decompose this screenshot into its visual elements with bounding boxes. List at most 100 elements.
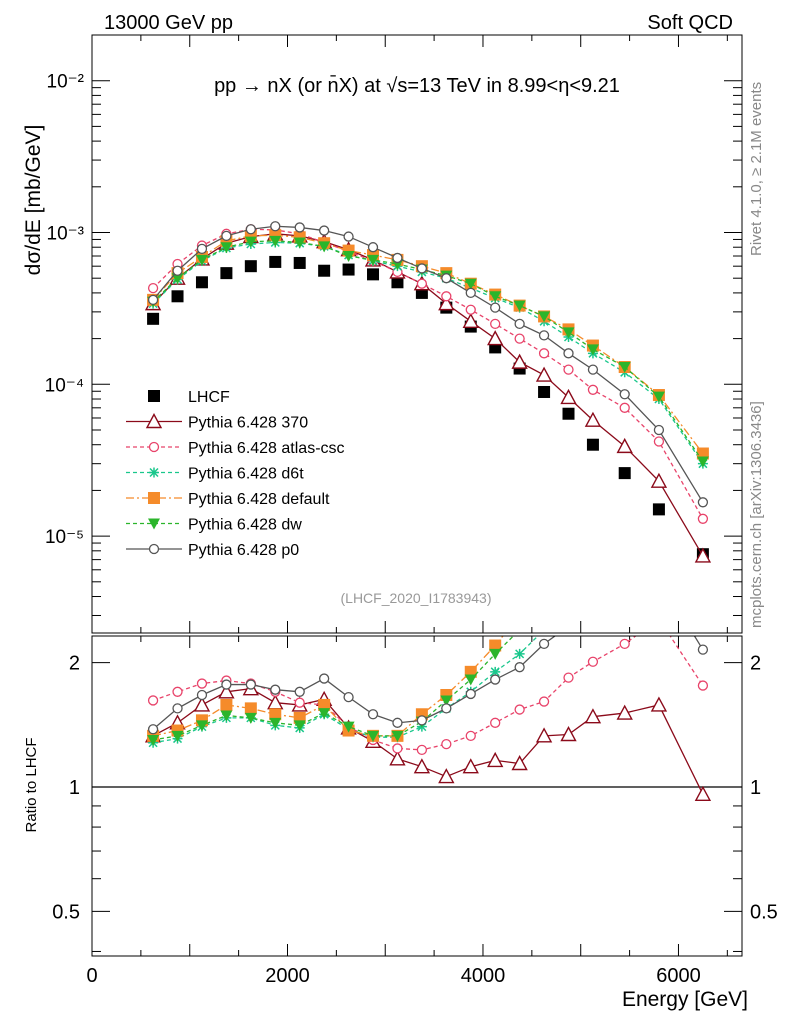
ratio-point-pythia-6-428-dw (440, 695, 453, 707)
point-pythia-6-428-p0 (441, 273, 452, 284)
series-line-pythia-6-428-d6t (152, 241, 704, 465)
ratio-tick-label-right: 2 (750, 653, 761, 675)
x-axis-label: Energy [GeV] (622, 988, 748, 1011)
y-axis-label: dσ/dE [mb/GeV] (22, 125, 45, 276)
ratio-point-pythia-6-428-dw (489, 648, 502, 660)
point-pythia-6-428-p0 (172, 265, 183, 276)
legend-marker-lhcf (148, 390, 160, 402)
ratio-point-pythia-6-428-dw (619, 552, 631, 563)
point-pythia-6-428-dw (244, 236, 257, 248)
ratio-point-pythia-6-428-default (538, 578, 550, 590)
ratio-point-pythia-6-428-370 (650, 696, 668, 712)
header-left: 13000 GeV pp (104, 12, 233, 34)
point-pythia-6-428-p0 (653, 424, 665, 436)
ratio-point-pythia-6-428-atlas-csc (441, 738, 452, 750)
ratio-point-pythia-6-428-p0 (318, 673, 330, 684)
ratio-tick-label-right: 0.5 (750, 901, 778, 923)
point-pythia-6-428-dw (513, 300, 526, 312)
legend-marker-pythia-6-428-p0 (148, 543, 160, 555)
point-pythia-6-428-p0 (221, 230, 232, 242)
legend-label: Pythia 6.428 default (188, 491, 330, 508)
ratio-point-pythia-6-428-atlas-csc (514, 704, 525, 715)
point-lhcf (652, 503, 665, 516)
ratio-point-pythia-6-428-p0 (490, 674, 501, 685)
ratio-point-pythia-6-428-370 (694, 785, 712, 802)
ratio-line-pythia-6-428-370 (152, 687, 704, 795)
point-lhcf (367, 268, 380, 281)
point-pythia-6-428-370 (616, 437, 633, 454)
point-pythia-6-428-atlas-csc (514, 333, 525, 344)
ratio-point-pythia-6-428-d6t (564, 611, 574, 621)
point-pythia-6-428-370 (560, 388, 577, 405)
chart-title: pp → nX (or n̄X) at √s=13 TeV in 8.99<η<… (214, 74, 620, 97)
point-pythia-6-428-p0 (392, 252, 403, 264)
point-pythia-6-428-p0 (245, 224, 256, 235)
ratio-point-pythia-6-428-dw (587, 568, 599, 579)
ratio-point-pythia-6-428-p0 (697, 644, 709, 655)
ratio-point-pythia-6-428-d6t (514, 648, 525, 659)
point-lhcf (220, 267, 233, 280)
ratio-point-pythia-6-428-p0 (196, 689, 208, 701)
ratio-point-pythia-6-428-dw (367, 730, 380, 742)
legend-label: Pythia 6.428 370 (188, 415, 308, 432)
point-pythia-6-428-p0 (416, 263, 428, 274)
ratio-point-pythia-6-428-p0 (514, 662, 525, 673)
ratio-point-pythia-6-428-370 (389, 750, 406, 766)
point-pythia-6-428-dw (171, 273, 184, 285)
main-plot-frame (91, 34, 743, 634)
ratio-point-pythia-6-428-p0 (392, 717, 403, 728)
point-pythia-6-428-dw (489, 291, 502, 303)
ratio-point-pythia-6-428-p0 (367, 709, 379, 720)
point-pythia-6-428-p0 (270, 221, 281, 232)
legend-label: Pythia 6.428 d6t (188, 466, 304, 483)
point-pythia-6-428-dw (220, 242, 233, 254)
point-lhcf (391, 276, 404, 289)
point-lhcf (538, 385, 551, 398)
point-pythia-6-428-atlas-csc (147, 282, 159, 294)
ratio-point-pythia-6-428-default (269, 708, 282, 721)
point-pythia-6-428-atlas-csc (416, 278, 428, 289)
ratio-point-pythia-6-428-atlas-csc (587, 656, 599, 667)
mcplots-note: mcplots.cern.ch [arXiv:1306.3436] (748, 401, 765, 628)
ratio-point-pythia-6-428-default (489, 639, 502, 652)
point-pythia-6-428-370 (462, 312, 479, 329)
ratio-point-pythia-6-428-atlas-csc (147, 695, 159, 706)
point-pythia-6-428-dw (318, 241, 331, 253)
ratio-point-pythia-6-428-atlas-csc (172, 686, 183, 697)
analysis-watermark: (LHCF_2020_I1783943) (341, 590, 492, 606)
ratio-tick-label-left: 1 (69, 777, 80, 799)
point-pythia-6-428-dw (538, 311, 551, 323)
ratio-point-pythia-6-428-d6t (490, 666, 501, 677)
point-pythia-6-428-370 (535, 366, 553, 382)
point-lhcf (147, 312, 160, 325)
ratio-point-pythia-6-428-p0 (172, 703, 183, 714)
point-pythia-6-428-atlas-csc (587, 384, 599, 395)
rivet-note: Rivet 4.1.0, ≥ 2.1M events (748, 82, 765, 256)
ratio-point-pythia-6-428-atlas-csc (619, 638, 630, 650)
ratio-point-pythia-6-428-atlas-csc (392, 743, 403, 754)
point-lhcf (586, 438, 599, 451)
ratio-point-pythia-6-428-dw (342, 721, 355, 733)
ratio-point-pythia-6-428-dw (171, 730, 184, 742)
ratio-point-pythia-6-428-atlas-csc (490, 717, 501, 728)
ratio-point-pythia-6-428-d6t (654, 568, 664, 578)
y-tick-label: 10⁻³ (47, 224, 85, 245)
ratio-point-pythia-6-428-dw (653, 529, 665, 540)
legend-marker-pythia-6-428-dw (148, 518, 160, 530)
ratio-line-pythia-6-428-p0 (152, 636, 704, 730)
point-pythia-6-428-dw (618, 362, 631, 374)
point-lhcf (171, 290, 184, 303)
point-pythia-6-428-p0 (697, 497, 709, 508)
point-pythia-6-428-dw (696, 456, 709, 468)
ratio-point-pythia-6-428-atlas-csc (416, 744, 428, 756)
ratio-point-pythia-6-428-d6t (620, 585, 630, 595)
ratio-point-pythia-6-428-dw (195, 720, 208, 732)
point-lhcf (618, 467, 631, 480)
point-pythia-6-428-dw (367, 254, 380, 266)
ratio-point-pythia-6-428-dw (269, 717, 282, 729)
ratio-point-pythia-6-428-p0 (538, 638, 550, 650)
ratio-point-pythia-6-428-p0 (343, 692, 354, 703)
legend-label: Pythia 6.428 atlas-csc (188, 440, 345, 457)
ratio-point-pythia-6-428-370 (438, 768, 455, 784)
